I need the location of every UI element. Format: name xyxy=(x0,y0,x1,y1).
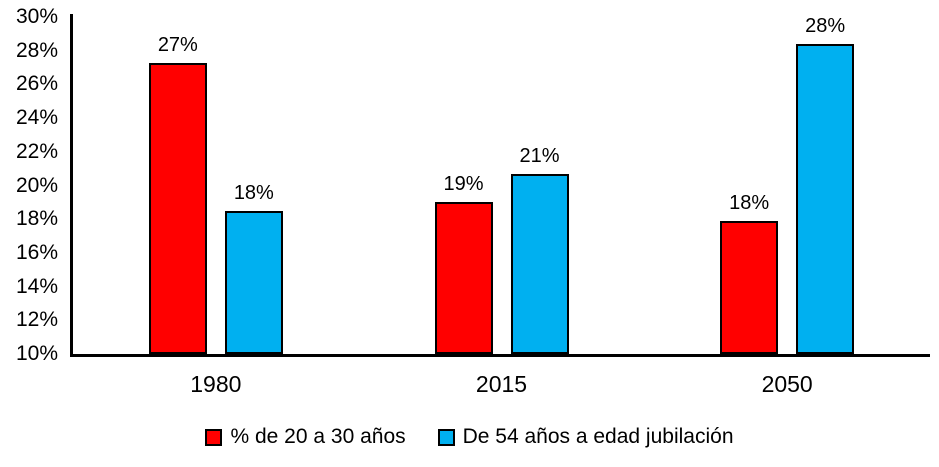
legend-item: De 54 años a edad jubilación xyxy=(437,424,734,450)
bar-1980-series1 xyxy=(148,62,207,354)
bar-2015-series1 xyxy=(434,202,493,354)
bar-value-label: 28% xyxy=(805,14,846,37)
bar-2015-series2 xyxy=(510,173,569,354)
legend: % de 20 a 30 años De 54 años a edad jubil… xyxy=(0,424,939,450)
y-tick-label: 16% xyxy=(15,240,58,264)
y-tick-label: 14% xyxy=(15,274,58,298)
bar-1980-series2 xyxy=(224,210,283,354)
bar-value-label: 18% xyxy=(233,181,274,204)
y-tick-label: 28% xyxy=(15,38,58,62)
y-axis-line xyxy=(70,14,73,357)
bar-value-label: 18% xyxy=(729,191,770,214)
x-axis-label: 2015 xyxy=(475,371,528,397)
x-axis-label: 1980 xyxy=(190,371,242,397)
bar-2050-series2 xyxy=(796,43,855,354)
y-tick-label: 18% xyxy=(15,207,58,231)
bar-2050-series1 xyxy=(720,220,779,354)
bar-value-label: 21% xyxy=(519,144,560,167)
y-tick-label: 26% xyxy=(15,72,58,96)
x-axis-label: 2050 xyxy=(761,371,813,397)
bar-value-label: 19% xyxy=(443,173,484,196)
bar-value-label: 27% xyxy=(157,33,198,56)
x-axis-line xyxy=(70,354,930,357)
legend-label: De 54 años a edad jubilación xyxy=(462,425,734,448)
y-tick-label: 30% xyxy=(15,5,58,28)
y-tick-label: 24% xyxy=(15,106,58,130)
legend-swatch xyxy=(437,428,455,446)
legend-label: % de 20 a 30 años xyxy=(230,425,406,448)
legend-item: % de 20 a 30 años xyxy=(205,424,406,450)
y-tick-label: 10% xyxy=(15,342,58,365)
y-tick-label: 20% xyxy=(15,173,58,197)
y-tick-label: 12% xyxy=(15,308,58,332)
y-tick-label: 22% xyxy=(15,139,58,163)
legend-swatch xyxy=(205,428,223,446)
plot-area: 27% 18% 19% 21% 18% 28% xyxy=(73,14,930,354)
